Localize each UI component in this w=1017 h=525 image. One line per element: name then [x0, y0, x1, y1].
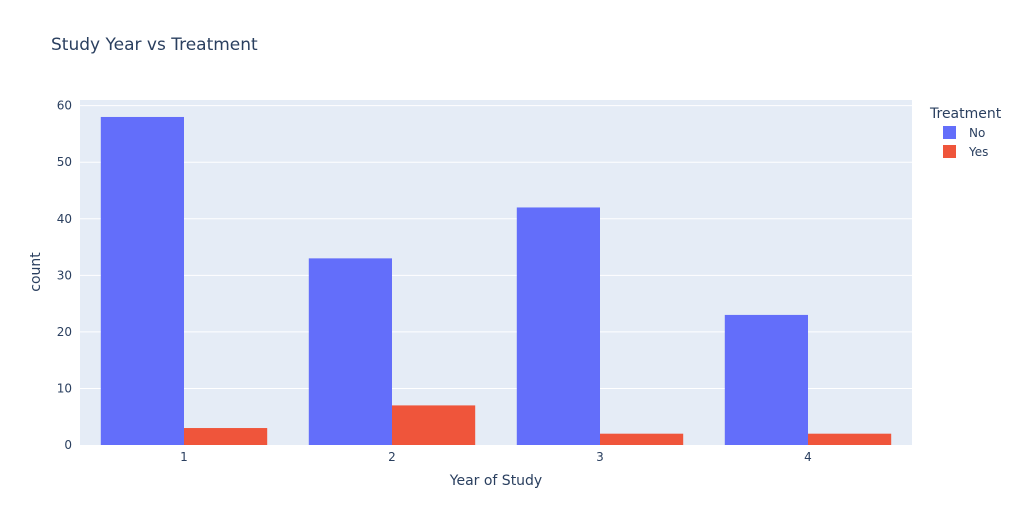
- x-tick-label: 2: [388, 450, 396, 464]
- y-tick-label: 20: [57, 325, 72, 339]
- bar-yes-year-3: [600, 433, 684, 445]
- legend-swatch-yes: [943, 145, 956, 158]
- bar-yes-year-1: [184, 428, 268, 445]
- grid-lines: [80, 105, 912, 389]
- y-tick-label: 30: [57, 268, 72, 282]
- legend-label-no: No: [969, 126, 985, 140]
- x-tick-label: 1: [180, 450, 188, 464]
- legend-swatch-no: [943, 126, 956, 139]
- x-tick-label: 4: [804, 450, 812, 464]
- x-tick-label: 3: [596, 450, 604, 464]
- y-tick-label: 0: [64, 438, 72, 452]
- bar-no-year-3: [516, 207, 600, 445]
- legend-label-yes: Yes: [968, 145, 988, 159]
- chart-title: Study Year vs Treatment: [51, 35, 258, 55]
- y-axis-title: count: [28, 252, 44, 292]
- legend-title: Treatment: [929, 106, 1002, 122]
- bar-yes-year-2: [392, 405, 476, 445]
- y-tick-label: 60: [57, 99, 72, 113]
- legend: Treatment No Yes: [929, 106, 1002, 159]
- bar-no-year-2: [308, 258, 392, 445]
- y-tick-label: 50: [57, 155, 72, 169]
- y-tick-labels: 0 10 20 30 40 50 60: [57, 99, 72, 452]
- bar-yes-year-4: [808, 433, 892, 445]
- y-tick-label: 10: [57, 381, 72, 395]
- x-axis-title: Year of Study: [449, 473, 542, 489]
- bar-no-year-4: [724, 314, 808, 445]
- y-tick-label: 40: [57, 212, 72, 226]
- bar-no-year-1: [100, 116, 184, 445]
- bars: [100, 116, 892, 445]
- legend-items: No Yes: [943, 126, 988, 159]
- x-tick-labels: 1 2 3 4: [180, 450, 812, 464]
